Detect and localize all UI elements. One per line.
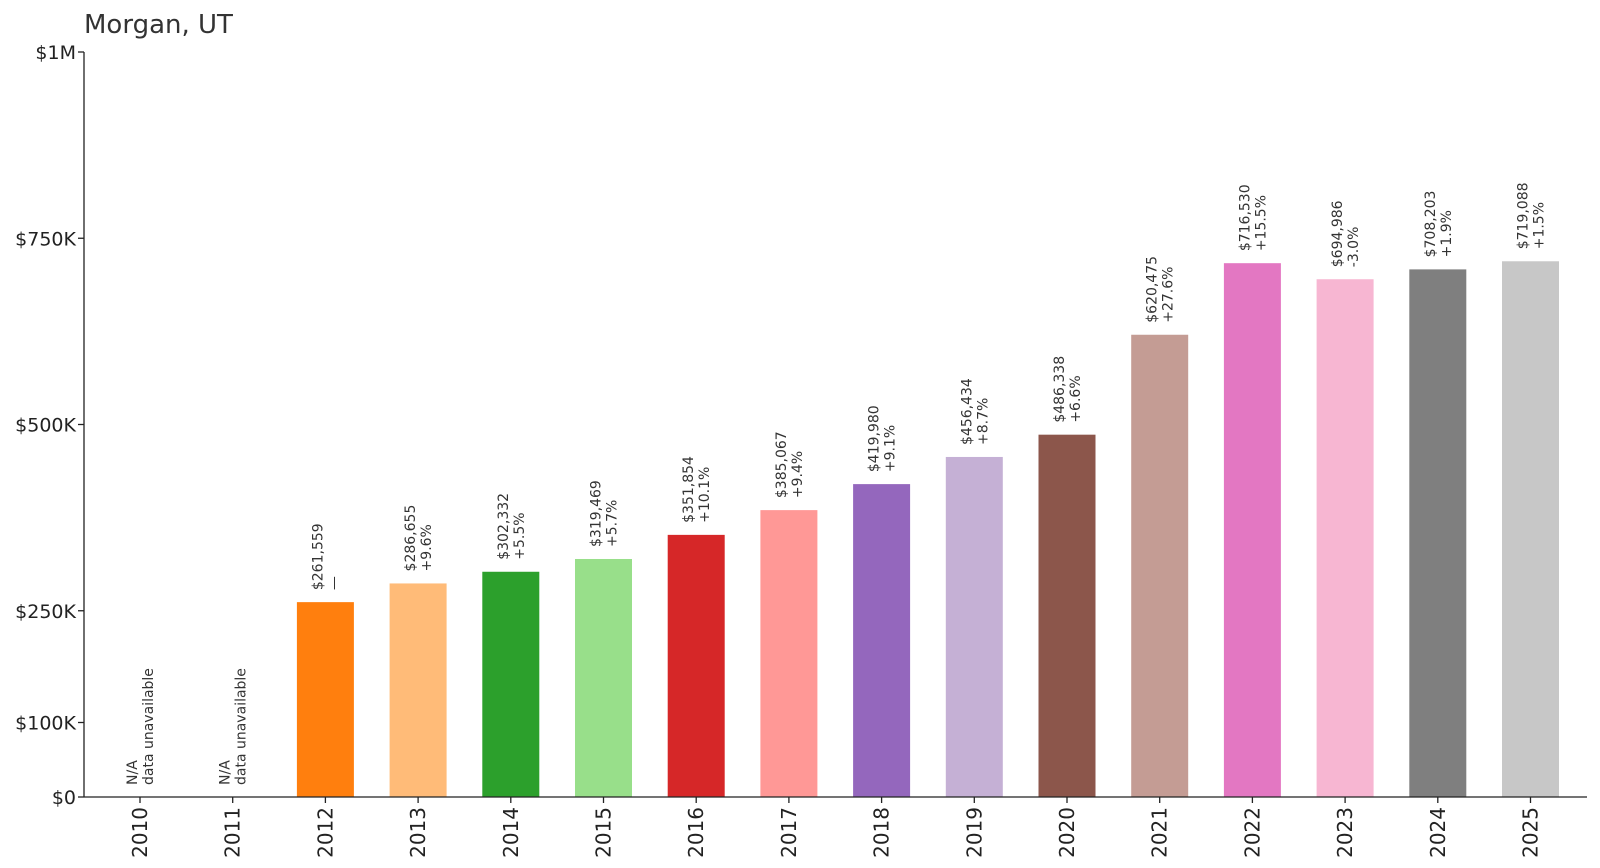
data-label-value: $456,434 — [959, 378, 975, 445]
data-label-change: +5.7% — [605, 500, 621, 547]
x-tick-label: 2011 — [221, 807, 245, 858]
bar-2025 — [1502, 261, 1559, 798]
bar-2014 — [482, 571, 540, 797]
x-tick-label: 2013 — [406, 807, 430, 858]
data-labels: N/A data unavailable N/A data unavailable$2… — [125, 182, 1548, 785]
x-tick-label: 2010 — [128, 807, 152, 858]
y-tick-label: $0 — [52, 787, 76, 809]
data-label-change: +6.6% — [1068, 375, 1084, 422]
y-tick-label: $250K — [15, 601, 76, 623]
x-tick-label: 2014 — [499, 807, 523, 858]
x-tick-label: 2018 — [870, 807, 894, 858]
x-tick-label: 2015 — [592, 807, 616, 858]
y-axis-ticks: $0 $100K $250K $500K $750K $1M — [15, 42, 84, 809]
data-label-value: $261,559 — [310, 523, 326, 590]
data-label-change: +27.6% — [1161, 267, 1177, 323]
data-label-value: $319,469 — [589, 480, 605, 547]
bar-2017 — [760, 510, 818, 797]
data-label-unavailable: data unavailable — [234, 668, 250, 785]
x-tick-label: 2017 — [777, 807, 801, 858]
data-label-change: +9.1% — [883, 425, 899, 472]
bar-2012 — [296, 602, 354, 797]
data-label-unavailable: data unavailable — [141, 668, 157, 785]
data-label-value: $419,980 — [867, 405, 883, 472]
x-tick-label: 2012 — [313, 807, 337, 858]
bar-2024 — [1409, 269, 1467, 797]
data-label-value: $486,338 — [1052, 356, 1068, 423]
bar-2020 — [1038, 434, 1096, 797]
x-tick-label: 2021 — [1148, 807, 1172, 858]
bar-2019 — [945, 456, 1003, 797]
bar-2023 — [1316, 279, 1374, 797]
y-tick-label: $100K — [15, 713, 76, 735]
data-label-change: +1.9% — [1439, 210, 1455, 257]
x-tick-label: 2020 — [1055, 807, 1079, 858]
bar-2013 — [389, 583, 447, 797]
data-label-change: -3.0% — [1346, 227, 1362, 268]
chart-title: Morgan, UT — [84, 10, 233, 40]
y-tick-label: $1M — [35, 42, 76, 64]
bar-2016 — [667, 534, 725, 797]
data-label-value: $719,088 — [1516, 182, 1532, 249]
x-tick-label: 2016 — [684, 807, 708, 858]
y-tick-label: $750K — [15, 228, 76, 250]
data-label-na: N/A — [218, 760, 234, 785]
data-label-value: $708,203 — [1423, 191, 1439, 258]
bar-2022 — [1223, 263, 1281, 797]
data-label-value: $302,332 — [496, 493, 512, 560]
x-axis-ticks: 2010 2011 2012 2013 2014 2015 2016 2017 2018 2019… — [128, 797, 1543, 858]
x-tick-label: 2019 — [962, 807, 986, 858]
data-label-change: +1.5% — [1532, 202, 1548, 249]
data-label-change: +10.1% — [697, 467, 713, 523]
x-tick-label: 2025 — [1519, 807, 1543, 858]
bar-2015 — [575, 558, 632, 797]
data-label-change: — — [326, 576, 342, 590]
data-label-value: $694,986 — [1330, 200, 1346, 267]
data-label-value: $286,655 — [403, 505, 419, 572]
data-label-change: +15.5% — [1253, 195, 1269, 251]
bars — [296, 261, 1559, 798]
x-tick-label: 2024 — [1426, 807, 1450, 858]
bar-2021 — [1131, 334, 1189, 797]
data-label-change: +9.6% — [419, 524, 435, 571]
data-label-value: $351,854 — [681, 456, 697, 523]
data-label-change: +8.7% — [975, 398, 991, 445]
data-label-change: +5.5% — [512, 512, 528, 559]
y-tick-label: $500K — [15, 415, 76, 437]
data-label-value: $620,475 — [1145, 256, 1161, 323]
x-tick-label: 2022 — [1240, 807, 1264, 858]
data-label-change: +9.4% — [790, 451, 806, 498]
data-label-value: $716,530 — [1237, 184, 1253, 251]
data-label-na: N/A — [125, 760, 141, 785]
x-tick-label: 2023 — [1333, 807, 1357, 858]
data-label-value: $385,067 — [774, 431, 790, 498]
bar-2018 — [853, 484, 911, 797]
